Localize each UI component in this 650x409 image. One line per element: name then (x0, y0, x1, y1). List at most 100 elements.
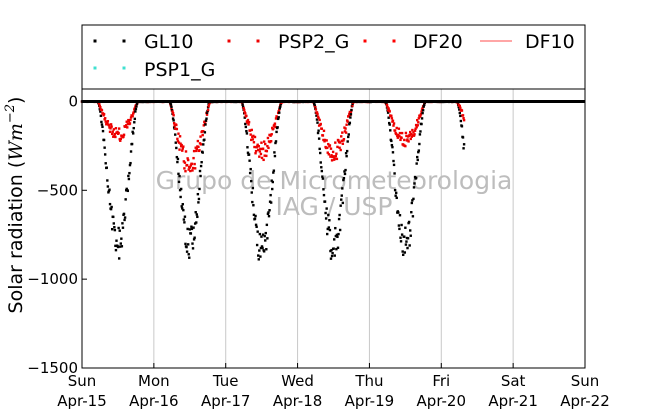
point-psp2-g (106, 120, 110, 123)
point-gl10 (420, 117, 424, 120)
point-gl10 (128, 163, 132, 167)
point-gl10 (108, 202, 112, 206)
point-gl10 (264, 239, 267, 242)
point-gl10 (349, 116, 352, 119)
point-gl10 (102, 138, 106, 142)
point-gl10 (269, 201, 273, 204)
x-tick-label-5: Fri Apr-20 (417, 372, 467, 409)
x-tick-label-2: Tue Apr-17 (201, 372, 251, 409)
point-gl10 (330, 254, 334, 258)
point-gl10 (348, 123, 351, 126)
point-psp2-g (184, 170, 187, 173)
point-gl10 (127, 174, 130, 178)
x-tick-label-day-1: Mon (138, 372, 170, 390)
point-gl10 (345, 154, 348, 158)
point-psp2-g (253, 145, 256, 149)
point-gl10 (255, 225, 258, 229)
point-psp2-g (329, 147, 333, 150)
point-gl10 (251, 186, 255, 190)
point-gl10 (345, 149, 349, 153)
point-gl10 (253, 217, 257, 220)
point-gl10 (134, 107, 138, 111)
point-psp2-g (256, 143, 259, 146)
point-gl10 (328, 228, 332, 232)
point-psp2-g (191, 166, 195, 170)
point-gl10 (336, 235, 339, 239)
x-tick-label-4: Thu Apr-19 (345, 372, 395, 409)
point-psp2-g (404, 144, 407, 148)
point-gl10 (461, 136, 465, 139)
point-psp2-g (323, 138, 327, 142)
y-axis-label-unit: Wm (5, 123, 27, 161)
y-axis: 0 −500 −1000 −1500 (27, 92, 87, 377)
point-psp2-g (199, 135, 202, 138)
point-gl10 (419, 130, 422, 133)
point-gl10 (186, 243, 190, 246)
point-psp2-g (419, 114, 422, 117)
point-psp2-g (181, 147, 184, 150)
point-psp2-g (206, 108, 210, 112)
point-psp2-g (412, 131, 415, 134)
point-psp2-g (178, 148, 181, 151)
point-gl10 (169, 101, 172, 105)
legend-label-df10: DF10 (525, 31, 575, 53)
point-gl10 (182, 218, 186, 221)
point-psp2-g (391, 119, 395, 122)
point-gl10 (131, 132, 135, 135)
y-axis-label: Solar radiation (Wm−2) (3, 97, 27, 314)
point-psp2-g (406, 138, 409, 141)
point-psp2-g (195, 149, 198, 153)
point-psp2-g (344, 127, 347, 130)
point-gl10 (387, 116, 390, 119)
point-gl10 (347, 135, 350, 139)
point-psp2-g (414, 127, 417, 130)
point-gl10 (347, 133, 350, 136)
point-gl10 (187, 253, 190, 256)
point-gl10 (260, 245, 264, 248)
point-gl10 (100, 120, 103, 124)
point-psp2-g (242, 107, 245, 110)
y-tick-label-3: −1500 (27, 359, 78, 377)
point-gl10 (321, 175, 324, 178)
point-gl10 (113, 228, 117, 232)
point-gl10 (408, 244, 411, 247)
point-psp2-g (322, 129, 326, 132)
point-psp2-g (186, 158, 190, 162)
point-gl10 (316, 121, 319, 124)
point-gl10 (266, 212, 270, 215)
point-psp2-g (111, 130, 114, 133)
point-gl10 (123, 216, 127, 219)
point-psp2-g (183, 167, 186, 170)
point-gl10 (337, 217, 341, 221)
point-gl10 (413, 182, 416, 185)
point-psp2-g (327, 153, 331, 156)
point-psp2-g (265, 149, 269, 153)
point-psp2-g (176, 140, 180, 143)
point-gl10 (118, 229, 121, 232)
point-gl10 (204, 119, 208, 122)
legend-label-psp1-g: PSP1_G (144, 59, 215, 81)
point-psp2-g (122, 135, 125, 138)
point-gl10 (181, 207, 184, 210)
point-gl10 (198, 187, 201, 191)
point-gl10 (271, 180, 274, 184)
point-gl10 (204, 123, 207, 126)
point-psp2-g (128, 122, 132, 125)
point-gl10 (272, 171, 275, 174)
point-gl10 (103, 146, 106, 149)
legend-marker-df20 (363, 39, 396, 43)
point-gl10 (133, 117, 137, 121)
point-psp2-g (129, 118, 132, 122)
point-gl10 (316, 131, 320, 135)
point-psp2-g (244, 112, 247, 115)
point-gl10 (329, 257, 333, 260)
point-gl10 (117, 257, 121, 260)
point-psp2-g (351, 104, 354, 107)
point-gl10 (344, 168, 347, 172)
point-psp2-g (262, 140, 266, 143)
point-psp2-g (110, 125, 113, 128)
point-gl10 (402, 253, 405, 257)
point-psp2-g (390, 114, 393, 118)
point-psp2-g (191, 169, 194, 172)
